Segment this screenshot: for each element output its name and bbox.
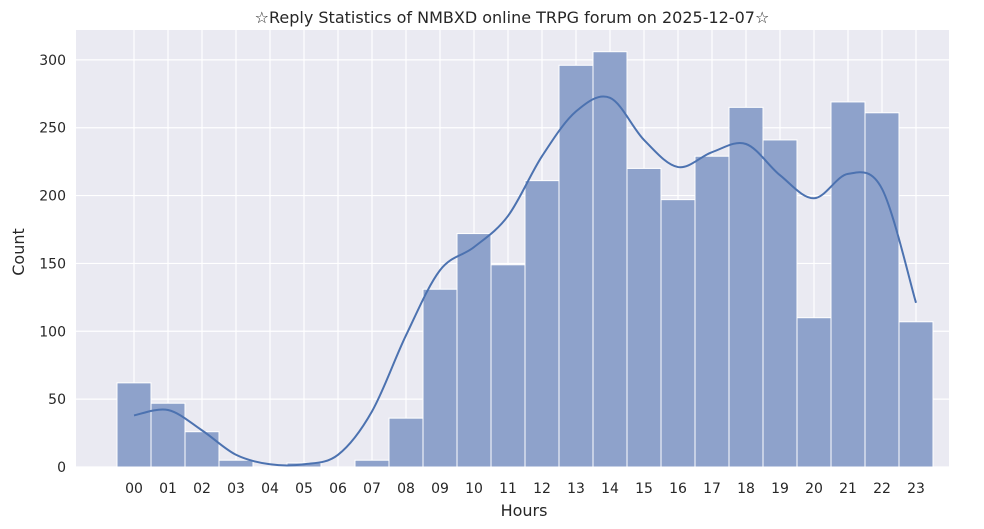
bar-07 <box>354 459 390 468</box>
bar-09 <box>422 288 458 468</box>
y-tick-label-250: 250 <box>39 121 66 137</box>
x-tick-label-07: 07 <box>363 481 381 497</box>
bar-15 <box>626 167 662 468</box>
bar-10 <box>456 233 492 468</box>
y-tick-label-100: 100 <box>39 324 66 340</box>
x-tick-label-16: 16 <box>669 481 687 497</box>
bar-23 <box>898 321 934 468</box>
x-tick-label-18: 18 <box>737 481 755 497</box>
y-tick-label-150: 150 <box>39 256 66 272</box>
x-tick-label-19: 19 <box>771 481 789 497</box>
x-tick-label-23: 23 <box>907 481 925 497</box>
x-axis-label: Hours <box>501 501 548 520</box>
x-tick-label-08: 08 <box>397 481 415 497</box>
x-tick-label-22: 22 <box>873 481 891 497</box>
y-axis-label: Count <box>9 228 28 276</box>
x-tick-label-12: 12 <box>533 481 551 497</box>
x-tick-label-20: 20 <box>805 481 823 497</box>
x-tick-label-06: 06 <box>329 481 347 497</box>
bar-18 <box>728 106 764 468</box>
bar-21 <box>830 101 866 468</box>
x-tick-label-21: 21 <box>839 481 857 497</box>
y-tick-labels: 0 50 100 150 200 250 300 <box>39 53 66 476</box>
bar-11 <box>490 264 526 468</box>
bars <box>116 51 934 468</box>
bar-03 <box>218 459 254 468</box>
kde-curve-group <box>133 95 917 467</box>
bar-12 <box>524 180 560 468</box>
x-tick-label-14: 14 <box>601 481 619 497</box>
x-tick-label-04: 04 <box>261 481 279 497</box>
bar-19 <box>762 139 798 468</box>
bar-16 <box>660 199 696 468</box>
y-tick-label-200: 200 <box>39 189 66 205</box>
bar-22 <box>864 112 900 468</box>
bar-02 <box>184 431 220 468</box>
bar-00 <box>116 382 152 468</box>
x-tick-label-09: 09 <box>431 481 449 497</box>
x-tick-label-01: 01 <box>159 481 177 497</box>
y-tick-label-300: 300 <box>39 53 66 69</box>
bar-17 <box>694 155 730 468</box>
x-tick-label-11: 11 <box>499 481 517 497</box>
kde-line <box>133 95 917 467</box>
y-tick-label-0: 0 <box>57 460 66 476</box>
x-tick-label-10: 10 <box>465 481 483 497</box>
bar-20 <box>796 317 832 468</box>
chart-title: ☆Reply Statistics of NMBXD online TRPG f… <box>255 8 770 27</box>
y-tick-label-50: 50 <box>48 392 66 408</box>
bar-13 <box>558 64 594 468</box>
x-tick-labels: 00 01 02 03 04 05 06 07 08 09 10 11 12 13 14 15 16 17 18 19… <box>125 481 925 497</box>
bar-14 <box>592 51 628 468</box>
bar-01 <box>150 402 186 468</box>
x-tick-label-05: 05 <box>295 481 313 497</box>
x-tick-label-15: 15 <box>635 481 653 497</box>
x-tick-label-00: 00 <box>125 481 143 497</box>
x-tick-label-02: 02 <box>193 481 211 497</box>
x-tick-label-03: 03 <box>227 481 245 497</box>
x-tick-label-13: 13 <box>567 481 585 497</box>
bar-08 <box>388 417 424 468</box>
x-tick-label-17: 17 <box>703 481 721 497</box>
